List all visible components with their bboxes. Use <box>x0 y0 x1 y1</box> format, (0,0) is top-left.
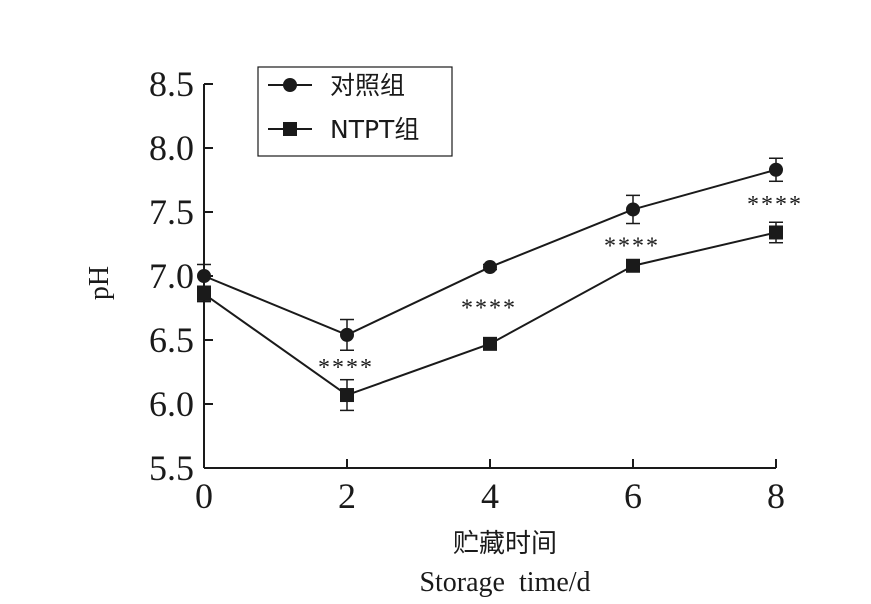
x-tick-label: 4 <box>481 476 499 516</box>
x-tick-label: 8 <box>767 476 785 516</box>
legend-marker-ntpt <box>283 122 297 136</box>
significance-label: **** <box>318 355 374 381</box>
significance-annotations: **** **** **** **** <box>318 192 803 381</box>
y-tick-label: 8.5 <box>149 64 194 104</box>
significance-label: **** <box>747 192 803 218</box>
x-axis-label-chinese: 贮藏时间 <box>453 529 557 559</box>
legend: 对照组 NTPT组 <box>257 66 453 157</box>
data-point-ntpt <box>483 336 497 351</box>
axes: 5.5 6.0 6.5 7.0 7.5 8.0 8.5 0 2 4 6 8 <box>149 64 785 516</box>
y-tick-label: 8.0 <box>149 128 194 168</box>
data-point-ntpt <box>769 225 783 240</box>
x-axis-label-english: Storage time/d <box>419 567 590 598</box>
series-layer <box>197 157 783 412</box>
y-tick-label: 6.0 <box>149 384 194 424</box>
series-ntpt <box>197 221 783 412</box>
y-tick-label: 6.5 <box>149 320 194 360</box>
legend-label-control: 对照组 <box>330 71 405 100</box>
legend-label-ntpt: NTPT组 <box>330 115 419 144</box>
y-tick-label: 7.5 <box>149 192 194 232</box>
y-tick-label: 7.0 <box>149 256 194 296</box>
x-tick-label: 6 <box>624 476 642 516</box>
data-point-control <box>197 269 211 283</box>
y-axis-label: pH <box>84 266 115 300</box>
data-point-ntpt <box>626 258 640 273</box>
data-point-ntpt <box>197 286 211 301</box>
significance-label: **** <box>461 295 517 321</box>
data-point-control <box>769 162 783 177</box>
data-point-control <box>626 202 640 217</box>
series-control <box>197 157 783 351</box>
y-tick-label: 5.5 <box>149 448 194 488</box>
data-point-control <box>340 327 354 342</box>
x-tick-label: 2 <box>338 476 356 516</box>
data-point-ntpt <box>340 388 354 403</box>
significance-label: **** <box>604 233 660 259</box>
legend-marker-control <box>283 78 297 92</box>
x-tick-label: 0 <box>195 476 213 516</box>
data-point-control <box>483 260 497 275</box>
